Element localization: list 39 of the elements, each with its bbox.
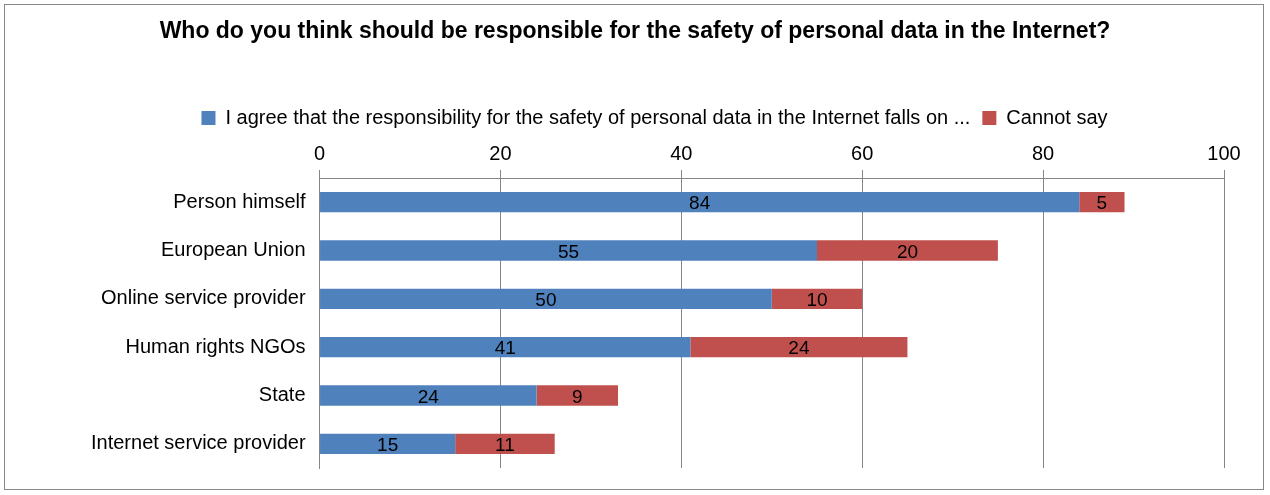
- bar: [320, 385, 537, 406]
- y-tick-label: European Union: [160, 238, 306, 261]
- x-tick-label: 0: [313, 141, 326, 164]
- y-tick-label: Online service provider: [101, 286, 306, 309]
- x-tick-label: 60: [851, 141, 874, 164]
- legend-label: Cannot say: [1006, 105, 1108, 128]
- y-tick-label: Internet service provider: [90, 431, 306, 454]
- data-label: 55: [557, 240, 580, 262]
- bar: [771, 288, 863, 309]
- bar: [320, 240, 817, 261]
- bar: [536, 385, 619, 406]
- data-label: 41: [494, 337, 516, 359]
- y-tick-label: Human rights NGOs: [125, 334, 306, 357]
- chart-title: Who do you think should be responsible for the safety of personal data in the Internet?: [158, 16, 1112, 45]
- data-label: 24: [788, 337, 810, 359]
- bar: [1079, 192, 1125, 213]
- bar: [690, 337, 908, 358]
- bar: [320, 337, 691, 358]
- bar: [320, 192, 1080, 213]
- data-label: 9: [572, 385, 583, 407]
- y-tick-label: State: [258, 383, 306, 406]
- bar: [455, 433, 555, 454]
- data-label: 11: [495, 434, 515, 456]
- data-label: 20: [896, 240, 919, 262]
- x-tick-label: 80: [1031, 141, 1055, 164]
- data-label: 15: [377, 434, 399, 456]
- bar: [320, 288, 772, 309]
- data-label: 84: [689, 192, 711, 214]
- bar: [816, 240, 998, 261]
- bar: [320, 433, 456, 454]
- y-tick-label: Person himself: [173, 189, 306, 212]
- data-label: 10: [806, 289, 828, 311]
- data-label: 5: [1096, 192, 1108, 214]
- data-label: 50: [535, 289, 557, 311]
- x-tick-label: 100: [1207, 141, 1241, 164]
- data-label: 24: [417, 385, 440, 407]
- legend-label: I agree that the responsibility for the safety of personal data in the Internet falls on ...: [225, 105, 971, 128]
- x-tick-label: 40: [670, 141, 693, 164]
- x-tick-label: 20: [489, 141, 512, 164]
